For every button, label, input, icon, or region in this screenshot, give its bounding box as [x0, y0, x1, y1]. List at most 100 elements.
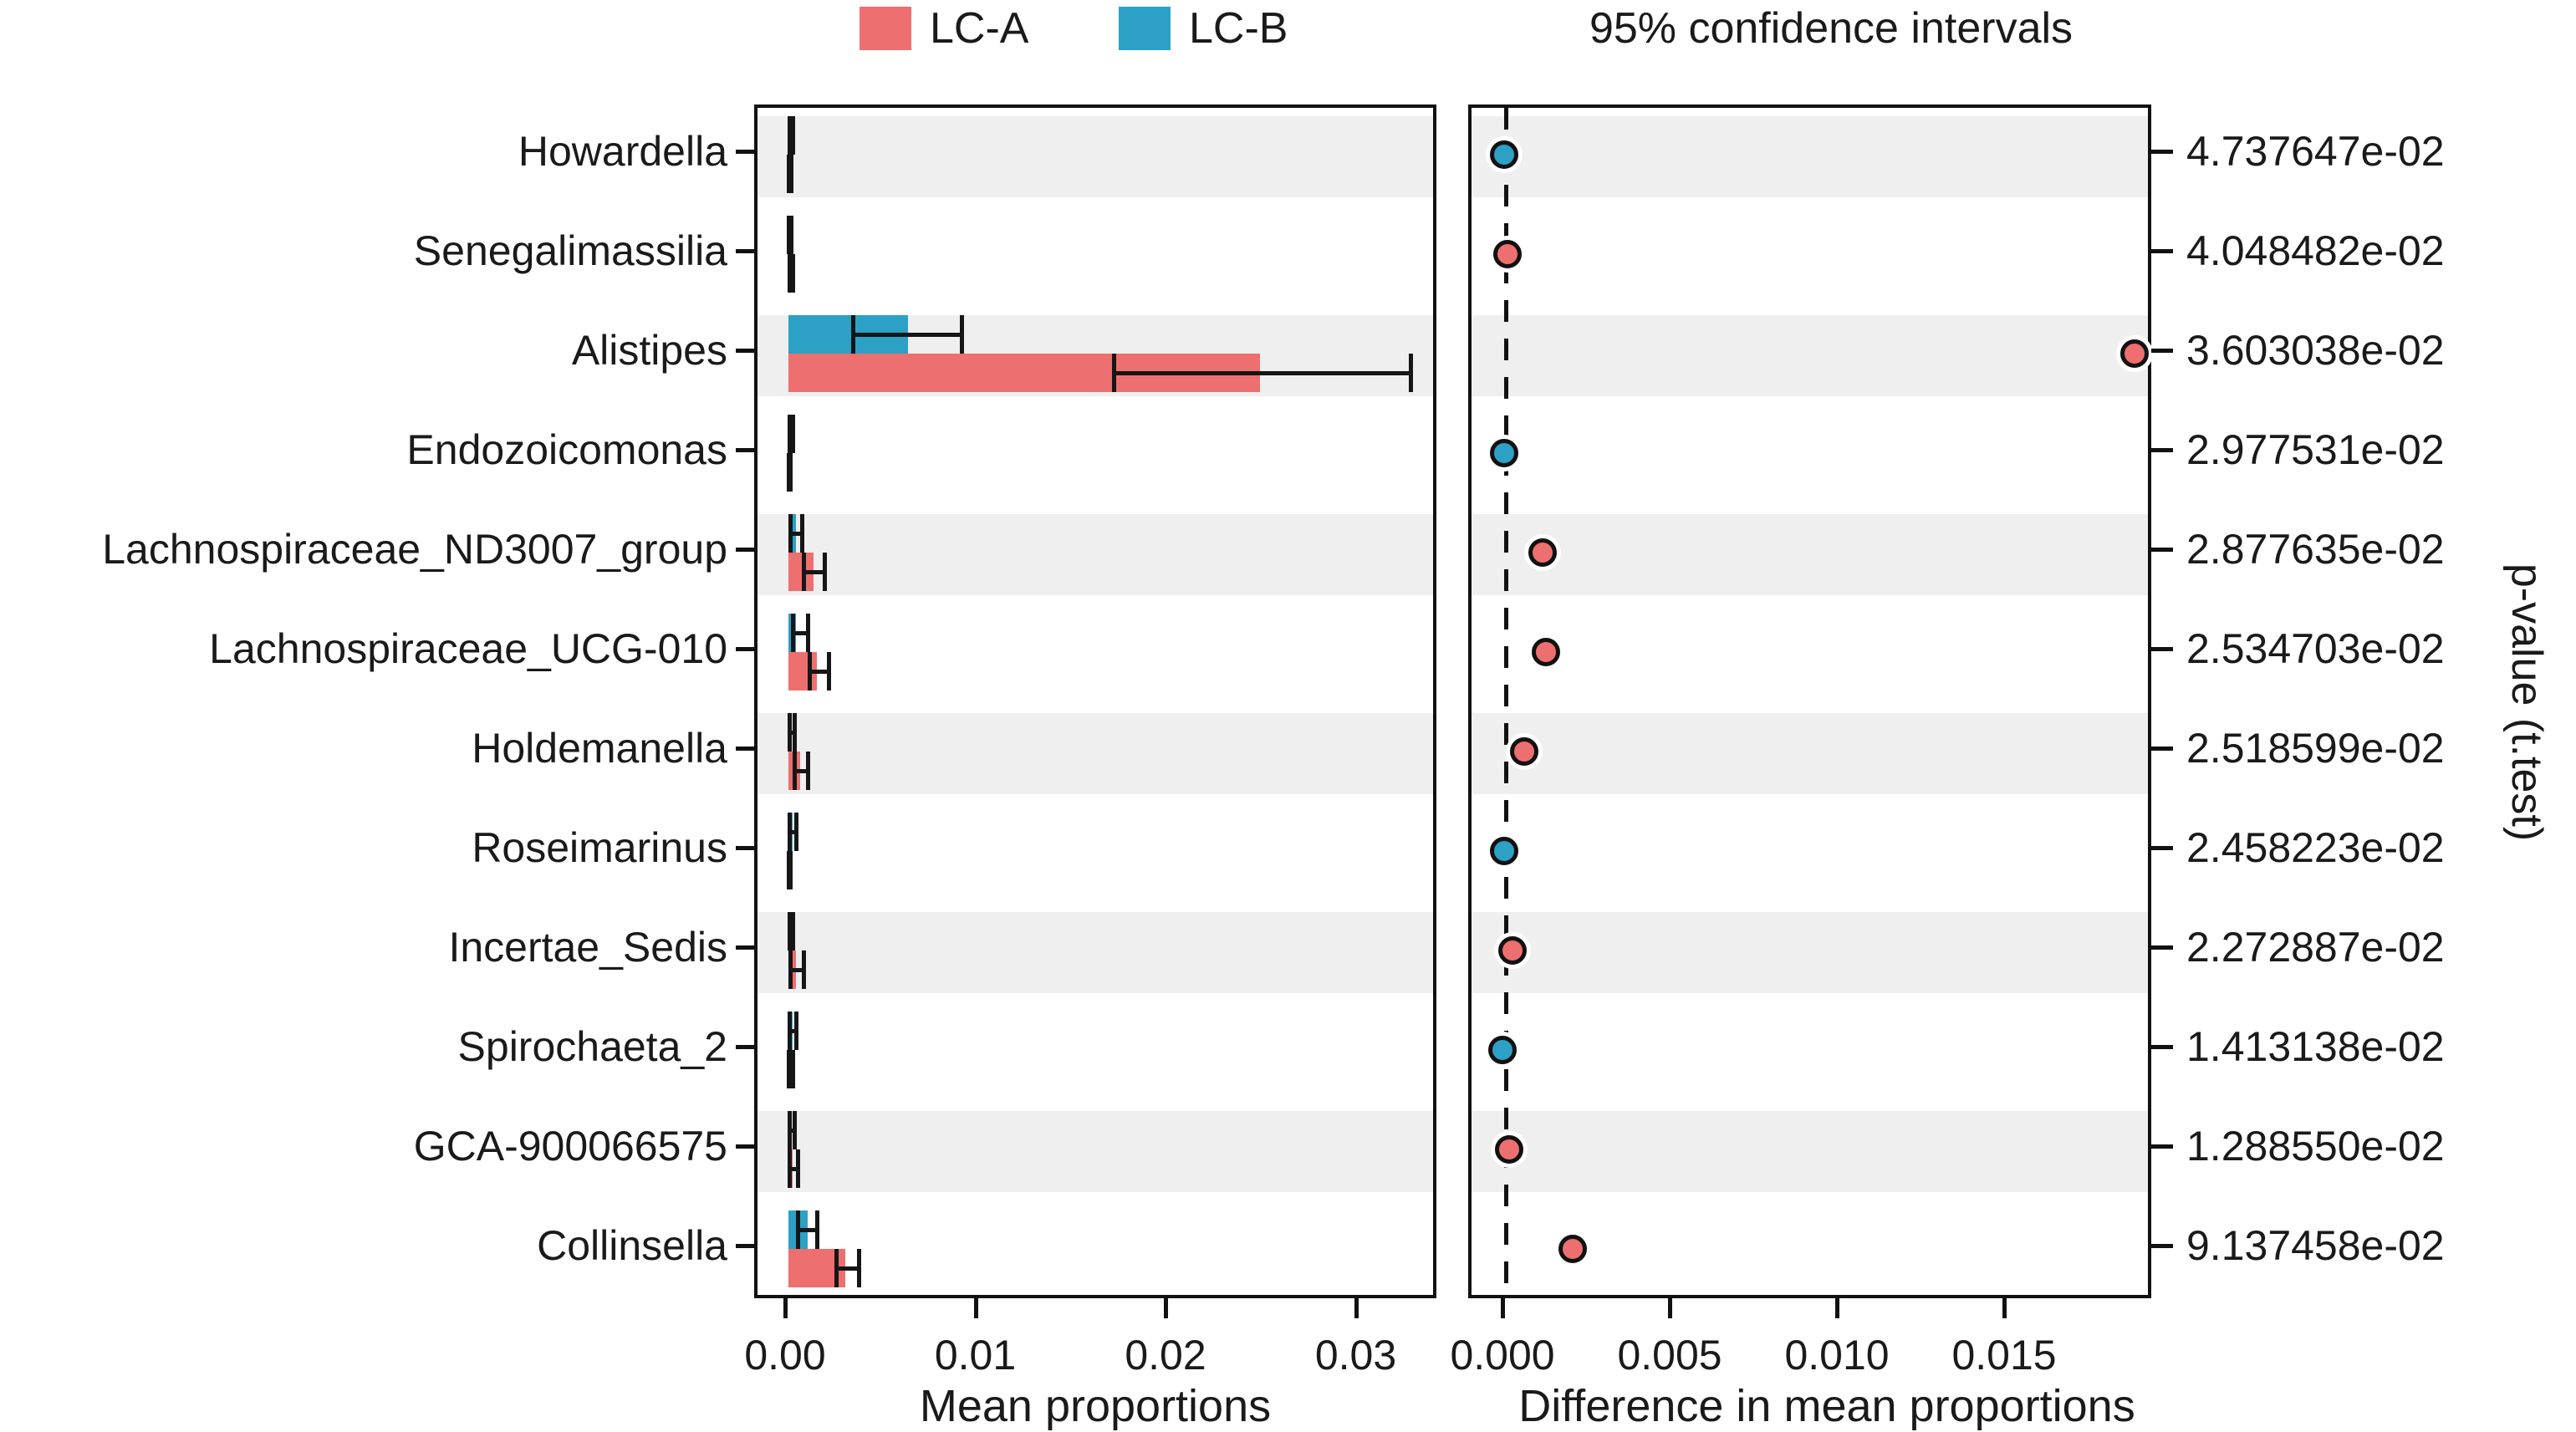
ci-lca-line: [789, 1166, 798, 1171]
x-tick-right-panel: [1501, 1298, 1505, 1318]
row-band: [757, 713, 1433, 794]
row-band: [1472, 514, 2148, 595]
taxon-tick: [736, 845, 754, 850]
taxon-label: Howardella: [518, 127, 727, 175]
difference-panel: [1468, 104, 2151, 1298]
ci-lca-cap-low: [1112, 353, 1117, 392]
x-tick-label-right-panel: 0.015: [1951, 1332, 2057, 1378]
taxon-tick: [736, 348, 754, 353]
x-tick-right-panel: [2002, 1298, 2007, 1318]
x-tick-left-panel: [1164, 1298, 1168, 1318]
ci-lcb-cap-low: [787, 414, 792, 453]
x-tick-label-right-panel: 0.010: [1784, 1332, 1890, 1378]
p-value-label: 2.458223e-02: [2186, 823, 2445, 871]
p-value-tick: [2151, 1144, 2173, 1149]
p-value-tick: [2151, 746, 2173, 751]
difference-dot: [2120, 339, 2149, 368]
ci-lca-cap-high: [788, 850, 793, 889]
ci-lcb-cap-high: [792, 712, 797, 752]
x-tick-label-left-panel: 0.02: [1125, 1332, 1206, 1378]
x-tick-left-panel: [783, 1298, 788, 1318]
row-band: [757, 116, 1433, 197]
p-value-label: 4.737647e-02: [2186, 127, 2445, 175]
ci-lca-cap-high: [790, 253, 795, 293]
ci-lca-cap-high: [823, 552, 828, 591]
p-value-tick: [2151, 447, 2173, 452]
difference-dot: [1490, 836, 1518, 865]
ci-lcb-cap-low: [787, 1110, 792, 1149]
ci-lca-cap-low: [834, 1248, 839, 1287]
p-value-tick: [2151, 1044, 2173, 1049]
p-value-tick: [2151, 348, 2173, 353]
taxon-tick: [736, 1144, 754, 1149]
p-value-label: 2.518599e-02: [2186, 724, 2445, 772]
row-band: [1472, 912, 2148, 993]
taxon-tick: [736, 945, 754, 950]
ci-lcb-cap-low: [787, 911, 792, 950]
x-tick-label-left-panel: 0.00: [744, 1332, 826, 1378]
p-value-label: 4.048482e-02: [2186, 227, 2445, 274]
difference-dot: [1498, 935, 1527, 965]
x-tick-left-panel: [973, 1298, 978, 1318]
taxon-label: Collinsella: [537, 1221, 727, 1269]
taxon-label: Spirochaeta_2: [457, 1022, 727, 1070]
ci-lca-cap-low: [808, 651, 813, 691]
ci-lcb-line: [853, 332, 962, 337]
ci-lca-cap-low: [787, 253, 792, 293]
x-axis-label-left: Mean proportions: [919, 1381, 1272, 1431]
ci-lca-cap-high: [788, 452, 793, 492]
taxon-label: Incertae_Sedis: [448, 923, 727, 971]
ci-lcb-cap-high: [794, 812, 799, 851]
ci-lcb-cap-high: [790, 911, 795, 950]
ci-lcb-cap-high: [789, 215, 794, 254]
ci-lcb-line: [792, 630, 808, 635]
x-tick-label-right-panel: 0.000: [1450, 1332, 1555, 1378]
x-tick-right-panel: [1668, 1298, 1672, 1318]
ci-lcb-cap-high: [960, 314, 965, 354]
taxon-label: Lachnospiraceae_UCG-010: [209, 624, 727, 672]
ci-lca-cap-low: [787, 1049, 792, 1088]
taxon-label: Holdemanella: [472, 724, 727, 772]
taxon-tick: [736, 646, 754, 651]
x-tick-right-panel: [1835, 1298, 1839, 1318]
taxon-label: Senegalimassilia: [413, 227, 727, 274]
ci-lcb-line: [789, 829, 797, 834]
p-value-tick: [2151, 1243, 2173, 1248]
legend-swatch-lca: [860, 7, 911, 50]
difference-dot: [1493, 239, 1522, 268]
taxon-label: Lachnospiraceae_ND3007_group: [102, 525, 727, 573]
ci-lcb-cap-low: [788, 1011, 793, 1050]
taxon-label: Endozoicomonas: [406, 426, 727, 473]
row-band: [1472, 116, 2148, 197]
difference-dot: [1490, 140, 1518, 169]
ci-lca-cap-high: [1408, 353, 1413, 392]
ci-lca-line: [803, 569, 825, 574]
ci-lca-line: [1114, 370, 1410, 375]
row-band: [1472, 1111, 2148, 1192]
x-tick-label-left-panel: 0.03: [1314, 1332, 1397, 1378]
ci-lca-cap-high: [805, 751, 810, 790]
ci-lca-line: [790, 967, 804, 972]
ci-lcb-cap-low: [787, 115, 792, 155]
p-value-label: 1.413138e-02: [2186, 1022, 2445, 1070]
ci-lcb-cap-high: [790, 115, 795, 155]
p-value-label: 3.603038e-02: [2186, 326, 2445, 374]
p-value-tick: [2151, 646, 2173, 651]
confidence-interval-title: 95% confidence intervals: [1589, 4, 2074, 53]
p-value-label: 2.977531e-02: [2186, 426, 2445, 473]
y-axis-label-pvalue: p-value (t.test): [2502, 563, 2551, 842]
taxon-tick: [736, 149, 754, 154]
ci-lca-cap-high: [789, 154, 794, 193]
taxon-label: Alistipes: [571, 326, 727, 374]
ci-lcb-cap-low: [788, 513, 793, 553]
ci-lcb-line: [790, 531, 802, 536]
row-band: [1472, 713, 2148, 794]
row-band: [1472, 315, 2148, 396]
ci-lca-line: [835, 1266, 860, 1271]
p-value-tick: [2151, 845, 2173, 850]
row-band: [757, 514, 1433, 595]
ci-lca-cap-high: [796, 1149, 801, 1188]
p-value-tick: [2151, 248, 2173, 253]
ci-lca-cap-low: [788, 950, 793, 989]
ci-lcb-line: [789, 1028, 797, 1033]
